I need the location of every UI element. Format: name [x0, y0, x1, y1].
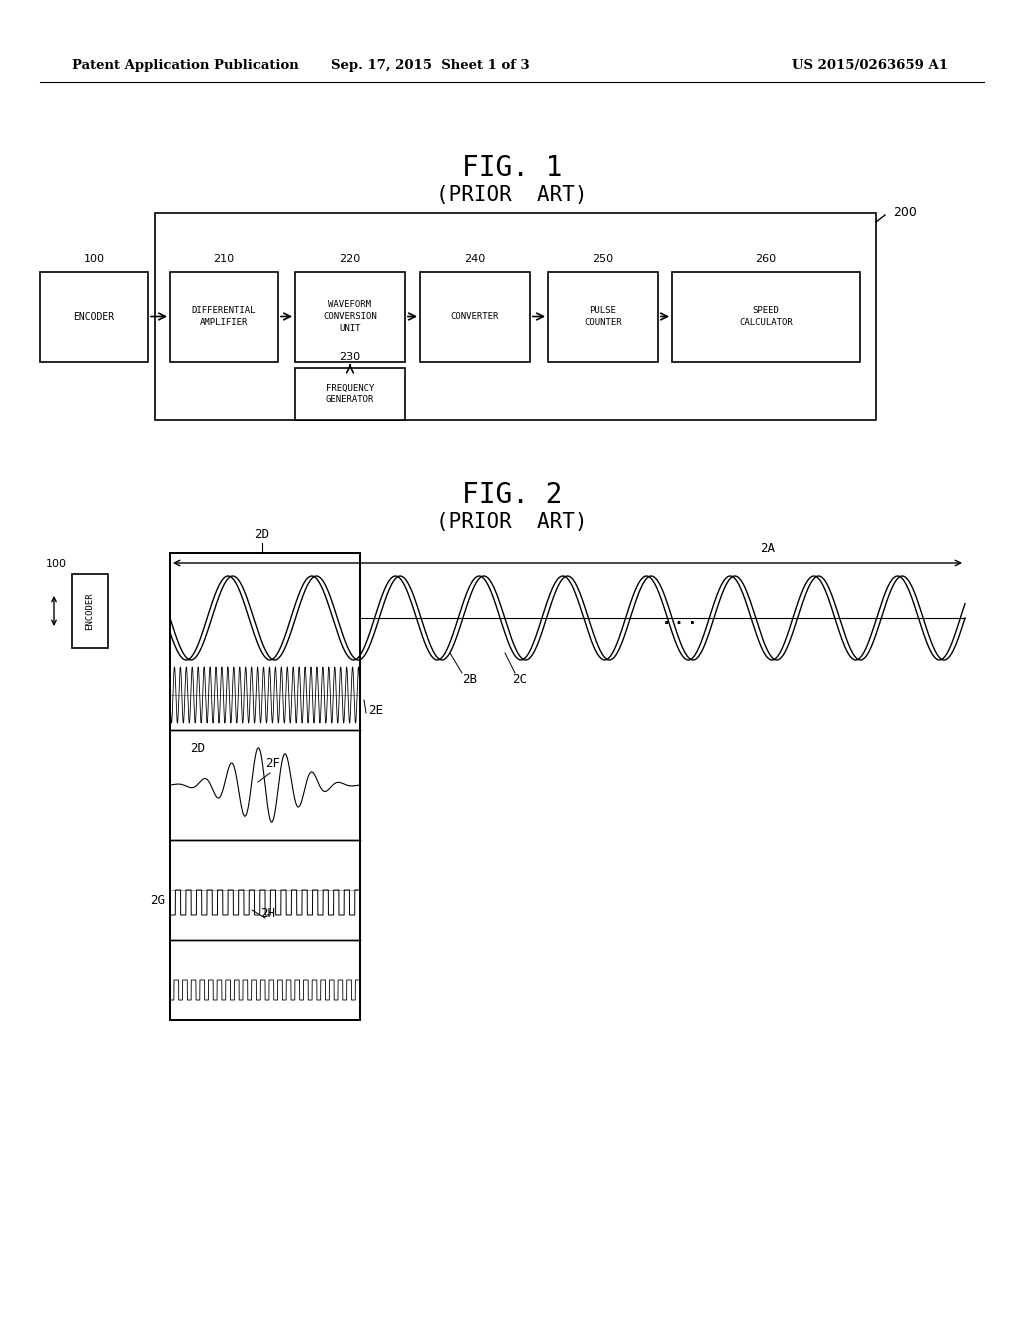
Bar: [170, 553, 360, 1020]
Text: PULSE
COUNTER: PULSE COUNTER: [584, 306, 622, 327]
Text: 2G: 2G: [150, 894, 165, 907]
Text: 2A: 2A: [760, 543, 775, 554]
Text: 2B: 2B: [463, 673, 477, 686]
Text: 2H: 2H: [260, 907, 275, 920]
Text: 200: 200: [893, 206, 916, 219]
Bar: [40, 272, 148, 362]
Bar: [155, 213, 876, 420]
Text: 2E: 2E: [368, 704, 383, 717]
Text: 2F: 2F: [265, 756, 280, 770]
Text: Sep. 17, 2015  Sheet 1 of 3: Sep. 17, 2015 Sheet 1 of 3: [331, 58, 529, 71]
Text: 210: 210: [213, 253, 234, 264]
Text: 100: 100: [46, 558, 67, 569]
Text: DIFFERENTIAL
AMPLIFIER: DIFFERENTIAL AMPLIFIER: [191, 306, 256, 327]
Text: WAVEFORM
CONVERSION
UNIT: WAVEFORM CONVERSION UNIT: [324, 300, 377, 333]
Text: 2D: 2D: [190, 742, 205, 755]
Text: 220: 220: [339, 253, 360, 264]
Text: 100: 100: [84, 253, 104, 264]
Text: 2D: 2D: [255, 528, 269, 541]
Bar: [420, 272, 530, 362]
Text: FREQUENCY
GENERATOR: FREQUENCY GENERATOR: [326, 384, 374, 404]
Bar: [72, 574, 108, 648]
Bar: [170, 553, 360, 1020]
Text: 240: 240: [464, 253, 485, 264]
Bar: [295, 272, 406, 362]
Text: ENCODER: ENCODER: [74, 312, 115, 322]
Text: FIG. 1: FIG. 1: [462, 154, 562, 182]
Text: Patent Application Publication: Patent Application Publication: [72, 58, 299, 71]
Bar: [170, 272, 278, 362]
Text: SPEED
CALCULATOR: SPEED CALCULATOR: [739, 306, 793, 327]
Text: ENCODER: ENCODER: [85, 593, 94, 630]
Text: 230: 230: [339, 352, 360, 362]
Text: (PRIOR  ART): (PRIOR ART): [436, 512, 588, 532]
Text: ...: ...: [659, 609, 700, 628]
Text: CONVERTER: CONVERTER: [451, 312, 499, 321]
Text: 2C: 2C: [512, 673, 527, 686]
Bar: [672, 272, 860, 362]
Text: 250: 250: [593, 253, 613, 264]
Text: (PRIOR  ART): (PRIOR ART): [436, 185, 588, 205]
Bar: [548, 272, 658, 362]
Bar: [295, 368, 406, 420]
Text: 260: 260: [756, 253, 776, 264]
Text: US 2015/0263659 A1: US 2015/0263659 A1: [792, 58, 948, 71]
Text: FIG. 2: FIG. 2: [462, 480, 562, 510]
